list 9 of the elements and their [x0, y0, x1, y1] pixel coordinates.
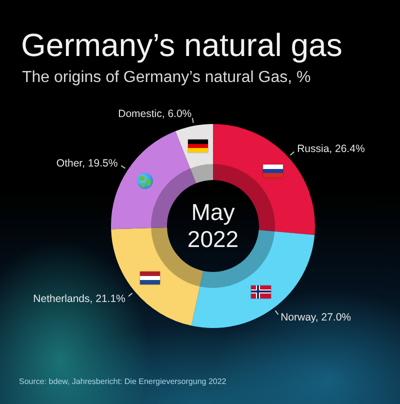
slice-label: Russia, 26.4%: [297, 142, 365, 155]
chart-subtitle: The origins of Germany’s natural Gas, %: [22, 68, 311, 88]
chart-title: Germany’s natural gas: [21, 26, 342, 64]
slice-label: Norway, 27.0%: [280, 312, 352, 324]
slice-label: Other, 19.5%: [56, 157, 118, 170]
slice-label: Netherlands, 21.1%: [33, 292, 126, 305]
source-note: Source: bdew, Jahresbericht: Die Energieversorgung 2022: [19, 377, 226, 387]
slice-label: Domestic, 6.0%: [118, 108, 192, 120]
text: May 2022: [186, 199, 240, 253]
